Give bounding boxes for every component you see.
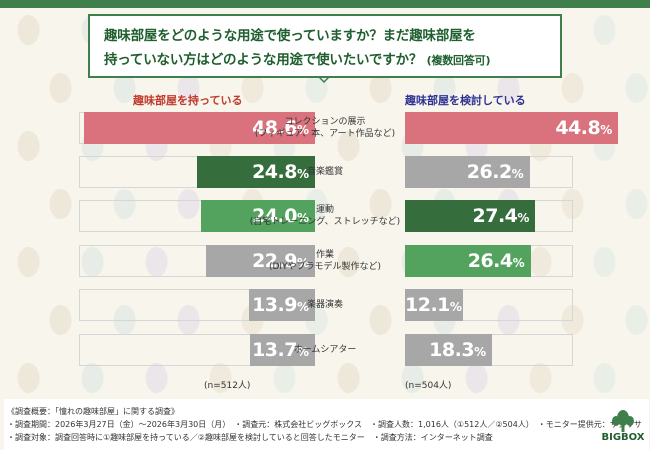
bar-value-number: 26.4 bbox=[467, 250, 513, 272]
bar-track-left bbox=[79, 245, 315, 277]
bar-value-unit: % bbox=[474, 345, 487, 359]
bar-value-label: 13.9% bbox=[249, 289, 315, 321]
bar-value-number: 27.4 bbox=[472, 205, 518, 227]
tree-icon bbox=[612, 410, 634, 432]
bar-value-number: 13.9 bbox=[252, 294, 297, 316]
bar-right bbox=[405, 200, 536, 232]
category-label-line: 作業 bbox=[315, 250, 334, 260]
category-label-line: (DIYやプラモデル製作など) bbox=[268, 262, 382, 272]
category-label: 音楽鑑賞 bbox=[240, 166, 410, 178]
bar-value-unit: % bbox=[296, 300, 309, 314]
bar-value-label: 27.4% bbox=[405, 200, 535, 232]
footer-line-3: ・調査対象：調査回答時に①趣味部屋を持っている／②趣味部屋を検討していると回答し… bbox=[7, 433, 493, 442]
category-label-line: コレクションの展示 bbox=[284, 117, 366, 127]
bar-value-number: 44.8 bbox=[555, 117, 601, 139]
bar-value-number: 18.3 bbox=[429, 339, 475, 361]
bar-value-number: 13.7 bbox=[252, 339, 297, 361]
category-label-line: (フィギュア、本、アート作品など) bbox=[254, 129, 396, 139]
bar-left bbox=[83, 112, 315, 144]
bar-value-number: 24.8 bbox=[252, 161, 297, 183]
bar-value-unit: % bbox=[296, 256, 309, 270]
bar-value-unit: % bbox=[296, 167, 309, 181]
bar-value-label: 13.7% bbox=[250, 334, 315, 366]
category-label: 作業 (DIYやプラモデル製作など) bbox=[240, 249, 410, 273]
bar-left bbox=[196, 156, 315, 188]
category-label-line: (自宅トレーニング、ストレッチなど) bbox=[249, 217, 401, 227]
bar-value-label: 26.2% bbox=[405, 156, 530, 188]
bar-left bbox=[248, 289, 315, 321]
title-line-1: 趣味部屋をどのような用途で使っていますか？まだ趣味部屋を bbox=[104, 28, 476, 44]
bar-track-left bbox=[79, 334, 315, 366]
bar-value-unit: % bbox=[296, 123, 309, 137]
bar-left bbox=[205, 245, 315, 277]
bar-track-right bbox=[405, 289, 573, 321]
bar-value-unit: % bbox=[449, 300, 462, 314]
bar-value-label: 22.9% bbox=[206, 245, 315, 277]
bar-right bbox=[405, 334, 493, 366]
bigbox-logo: BIGBOX bbox=[597, 409, 649, 447]
category-label: コレクションの展示 (フィギュア、本、アート作品など) bbox=[240, 116, 410, 140]
category-label: ホームシアター bbox=[240, 344, 410, 356]
category-label-line: 楽器演奏 bbox=[306, 300, 343, 310]
footer-line-1: 《調査概要：「憧れの趣味部屋」に関する調査》 bbox=[7, 407, 179, 416]
bar-value-number: 26.2 bbox=[466, 161, 512, 183]
bar-right bbox=[405, 156, 530, 188]
top-accent-bar bbox=[0, 0, 650, 8]
legend-left-header: 趣味部屋を持っている bbox=[133, 94, 243, 107]
n-label-right: (n=504人) bbox=[405, 381, 452, 391]
bar-value-label: 18.3% bbox=[405, 334, 492, 366]
bar-value-label: 26.4% bbox=[405, 245, 531, 277]
category-label-line: 運動 bbox=[315, 205, 334, 215]
bar-value-number: 24.0 bbox=[252, 205, 297, 227]
legend-right-header: 趣味部屋を検討している bbox=[405, 94, 526, 107]
bar-value-unit: % bbox=[296, 211, 309, 225]
logo-text: BIGBOX bbox=[601, 432, 645, 443]
title-line-2-text: 持っていない方はどのような用途で使いたいですか？ bbox=[104, 52, 423, 68]
bar-right bbox=[405, 112, 619, 144]
bar-value-label: 24.0% bbox=[201, 200, 315, 232]
bar-track-left bbox=[79, 289, 315, 321]
bar-left bbox=[249, 334, 315, 366]
bar-value-unit: % bbox=[600, 123, 613, 137]
n-label-left: (n=512人) bbox=[204, 381, 251, 391]
bar-value-label: 12.1% bbox=[405, 289, 463, 321]
bar-value-number: 48.6 bbox=[252, 117, 297, 139]
bar-value-unit: % bbox=[517, 211, 530, 225]
bar-right bbox=[405, 245, 531, 277]
bar-value-unit: % bbox=[511, 167, 524, 181]
bar-track-left bbox=[79, 200, 315, 232]
bar-left bbox=[200, 200, 315, 232]
category-label-line: 音楽鑑賞 bbox=[306, 167, 343, 177]
bar-value-unit: % bbox=[512, 256, 525, 270]
bar-value-label: 24.8% bbox=[197, 156, 315, 188]
category-label: 楽器演奏 bbox=[240, 299, 410, 311]
bar-value-number: 22.9 bbox=[252, 250, 297, 272]
survey-footer: 《調査概要：「憧れの趣味部屋」に関する調査》 ・調査期間：2026年3月27日（… bbox=[4, 399, 649, 450]
footer-line-2: ・調査期間：2026年3月27日（金）〜2026年3月30日（月） ・調査元：株… bbox=[7, 420, 642, 429]
bar-value-label: 48.6% bbox=[84, 112, 315, 144]
bar-value-number: 12.1 bbox=[405, 294, 450, 316]
bar-value-unit: % bbox=[296, 345, 309, 359]
title-box: 趣味部屋をどのような用途で使っていますか？まだ趣味部屋を 持っていない方はどのよ… bbox=[88, 14, 562, 78]
bar-right bbox=[405, 289, 463, 321]
category-label: 運動 (自宅トレーニング、ストレッチなど) bbox=[240, 204, 410, 228]
category-label-line: ホームシアター bbox=[293, 345, 357, 355]
title-pointer-icon bbox=[318, 76, 330, 84]
title-note: (複数回答可) bbox=[426, 54, 491, 67]
title-line-2: 持っていない方はどのような用途で使いたいですか？ (複数回答可) bbox=[104, 48, 490, 68]
bar-value-label: 44.8% bbox=[405, 112, 618, 144]
